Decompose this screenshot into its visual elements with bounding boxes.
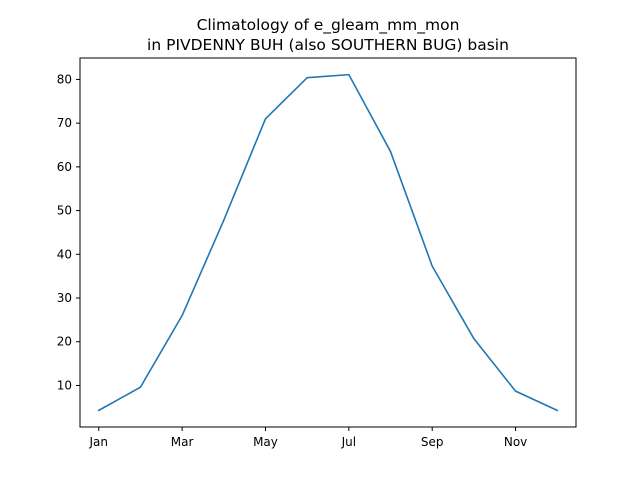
- y-tick-label: 70: [57, 116, 72, 130]
- x-tick-label: Nov: [504, 435, 527, 449]
- y-tick-label: 80: [57, 72, 72, 86]
- x-tick-label: Sep: [421, 435, 444, 449]
- y-tick-label: 20: [57, 335, 72, 349]
- y-tick-label: 50: [57, 204, 72, 218]
- y-tick-label: 40: [57, 247, 72, 261]
- x-tick-label: Jul: [341, 435, 356, 449]
- chart-title-line-1: Climatology of e_gleam_mm_mon: [197, 16, 460, 35]
- y-tick-label: 10: [57, 378, 72, 392]
- x-tick-label: Jan: [89, 435, 109, 449]
- plot-area: [97, 73, 559, 412]
- series-line: [97, 73, 559, 412]
- y-tick-label: 60: [57, 160, 72, 174]
- x-tick-label: May: [253, 435, 278, 449]
- chart-title-line-2: in PIVDENNY BUH (also SOUTHERN BUG) basi…: [147, 36, 509, 54]
- x-tick-label: Mar: [171, 435, 194, 449]
- y-tick-label: 30: [57, 291, 72, 305]
- y-axis: 10 20 30 40 50 60 70 80: [57, 72, 80, 392]
- axes-frame: [79, 57, 577, 428]
- x-axis: Jan Mar May Jul Sep Nov: [89, 427, 527, 449]
